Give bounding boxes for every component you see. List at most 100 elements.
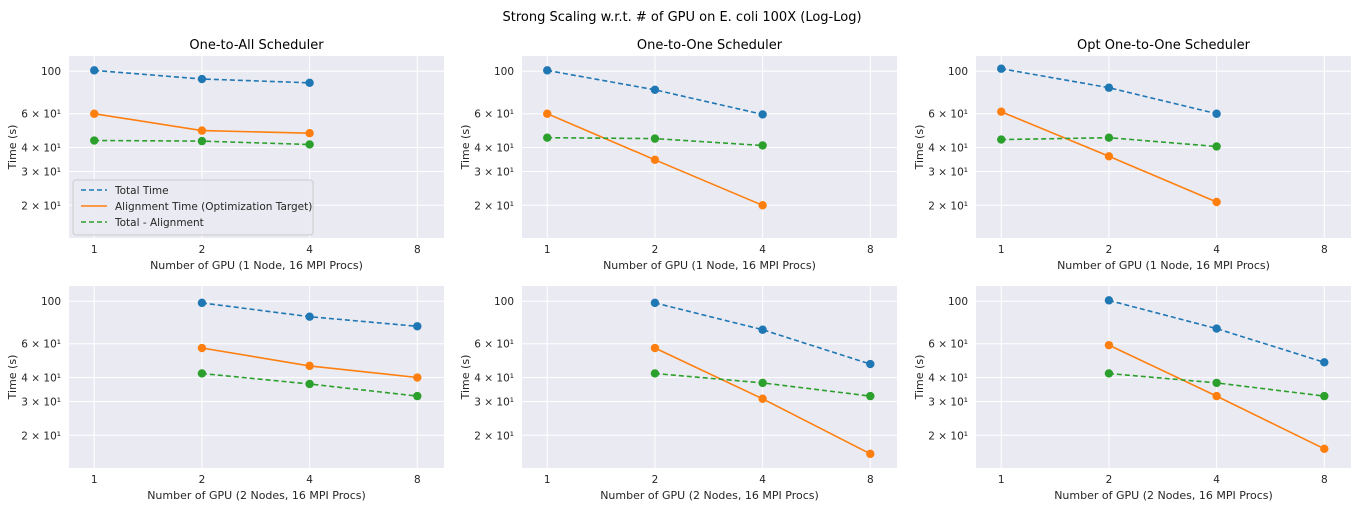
series-2 [650,343,875,459]
series-1 [90,66,314,87]
x-tick-label: 2 [199,474,206,486]
x-tick-label: 4 [306,474,313,486]
data-point [1104,296,1114,305]
series-2 [1104,340,1329,453]
data-point [413,322,422,331]
data-point [758,141,767,150]
x-tick-label: 8 [1321,474,1328,486]
data-point [543,133,552,142]
subplot-grid: 1 2 4 8 2 × 10¹ 3 × 10¹ 4 × 10¹ 6 × 10¹ 100 Numbe… [6,38,1351,502]
subplot-6: 1 2 4 8 2 × 10¹ 3 × 10¹ 4 × 10¹ 6 × 10¹ 100 Numbe… [913,286,1351,502]
data-point [413,391,422,401]
x-axis-label: Number of GPU (1 Node, 16 MPI Procs) [150,259,363,272]
subplot-title: Opt One-to-One Scheduler [1077,38,1251,53]
y-tick-label: 100 [494,296,514,308]
data-point [543,66,552,75]
y-tick-label: 100 [948,66,968,78]
data-point [997,64,1006,73]
plot-area [976,286,1351,468]
data-point [758,201,767,210]
data-point [1212,378,1221,388]
data-point [197,343,207,353]
y-tick-label: 6 × 10¹ [21,109,61,121]
y-tick-label: 100 [41,66,61,78]
y-tick-label: 6 × 10¹ [474,339,514,351]
y-axis-label: Time (s) [459,355,472,401]
x-axis-label: Number of GPU (2 Nodes, 16 MPI Procs) [600,489,819,502]
subplot-5: 1 2 4 8 2 × 10¹ 3 × 10¹ 4 × 10¹ 6 × 10¹ 100 Numbe… [459,286,897,502]
subplot-title: One-to-One Scheduler [637,38,783,53]
series-3 [197,369,422,401]
legend-label: Total Time [114,185,169,197]
legend-box [72,179,314,236]
y-tick-label: 4 × 10¹ [928,373,968,385]
data-point [1212,324,1221,333]
data-point [1212,197,1221,207]
y-tick-label: 3 × 10¹ [21,166,61,178]
series-line [1001,67,1217,115]
data-point [543,109,552,118]
data-point [650,134,660,143]
y-tick-label: 3 × 10¹ [928,166,968,178]
y-tick-label: 100 [494,66,514,78]
data-point [1320,391,1329,401]
subplot-2: 1 2 4 8 2 × 10¹ 3 × 10¹ 4 × 10¹ 6 × 10¹ 100 Numbe… [459,38,897,272]
x-tick-label: 1 [544,474,551,486]
y-axis-label: Time (s) [6,355,19,401]
x-tick-label: 2 [1106,244,1113,256]
y-tick-label: 100 [948,296,968,308]
series-2 [90,109,314,138]
x-tick-label: 4 [759,474,766,486]
x-tick-label: 2 [652,474,659,486]
y-tick-label: 3 × 10¹ [474,166,514,178]
series-3 [650,369,875,401]
data-point [305,129,314,138]
y-axis-label: Time (s) [913,125,926,171]
y-tick-label: 4 × 10¹ [474,373,514,385]
data-point [305,361,314,371]
data-point [305,312,314,321]
y-tick-label: 3 × 10¹ [474,396,514,408]
data-point [305,78,314,87]
data-point [197,369,207,378]
series-1 [997,64,1221,118]
x-tick-label: 2 [199,244,206,256]
x-axis-label: Number of GPU (1 Node, 16 MPI Procs) [1057,259,1270,272]
series-line [547,69,763,116]
y-tick-label: 4 × 10¹ [474,143,514,155]
data-point [90,109,99,118]
data-point [1104,340,1114,350]
data-point [1320,444,1329,453]
x-tick-label: 1 [91,474,98,486]
data-point [1320,358,1329,367]
data-point [305,140,314,149]
series-3 [1104,369,1329,401]
data-point [1212,109,1221,118]
y-tick-label: 2 × 10¹ [21,200,61,212]
data-point [758,378,767,388]
series-2 [197,343,422,382]
subplot-1: 1 2 4 8 2 × 10¹ 3 × 10¹ 4 × 10¹ 6 × 10¹ 100 Numbe… [6,38,444,272]
y-tick-label: 3 × 10¹ [21,396,61,408]
data-point [866,391,875,401]
y-tick-label: 100 [41,296,61,308]
y-axis-label: Time (s) [459,125,472,171]
y-tick-label: 4 × 10¹ [21,373,61,385]
data-point [650,85,660,94]
subplot-title: One-to-All Scheduler [189,38,324,53]
x-tick-label: 8 [414,244,421,256]
data-point [413,373,422,382]
y-axis-label: Time (s) [6,125,19,171]
data-point [997,107,1006,116]
series-3 [543,133,767,150]
series-2 [997,107,1221,207]
series-3 [90,136,314,149]
y-tick-label: 2 × 10¹ [474,430,514,442]
series-line [1108,299,1325,364]
x-tick-label: 1 [998,244,1005,256]
y-tick-label: 6 × 10¹ [928,109,968,121]
series-1 [197,298,422,331]
data-point [1104,83,1114,92]
x-tick-label: 2 [1106,474,1113,486]
